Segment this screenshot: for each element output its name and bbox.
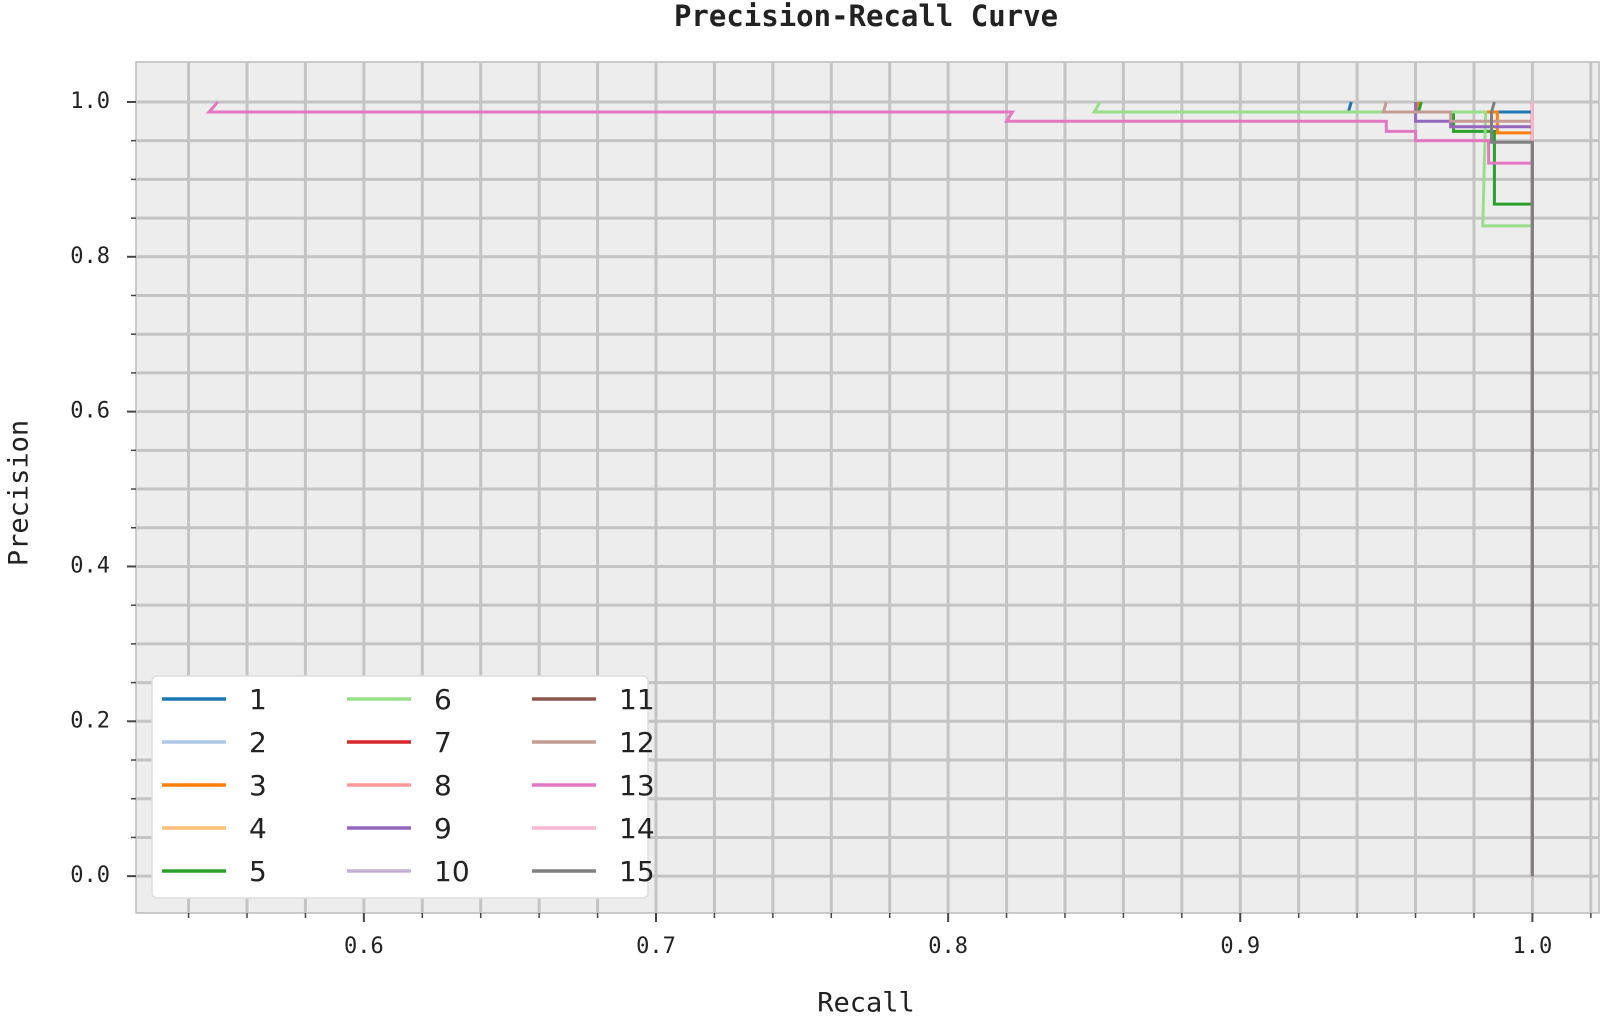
legend-label: 14: [619, 812, 655, 845]
x-tick-label: 0.8: [928, 934, 968, 959]
chart-title: Precision-Recall Curve: [674, 0, 1058, 33]
pr-curve: [1490, 101, 1534, 877]
y-tick-label: 0.4: [70, 553, 110, 578]
legend-label: 2: [249, 726, 267, 759]
x-tick-label: 1.0: [1513, 934, 1553, 959]
x-tick-label: 0.7: [636, 934, 676, 959]
legend-box: [151, 675, 649, 899]
legend-label: 1: [249, 683, 267, 716]
y-tick-label: 0.0: [70, 863, 110, 888]
legend-label: 12: [619, 726, 655, 759]
legend-label: 4: [249, 812, 267, 845]
legend-label: 3: [249, 769, 267, 802]
legend-label: 13: [619, 769, 655, 802]
x-tick-label: 0.9: [1220, 934, 1260, 959]
y-tick-label: 1.0: [70, 89, 110, 114]
legend-label: 8: [434, 769, 452, 802]
y-tick-label: 0.6: [70, 399, 110, 424]
pr-curve: [205, 100, 1534, 877]
legend-label: 10: [434, 855, 470, 888]
legend-label: 11: [619, 683, 655, 716]
y-tick-label: 0.2: [70, 708, 110, 733]
x-axis-label: Recall: [817, 988, 915, 1019]
x-tick-label: 0.6: [344, 934, 384, 959]
y-tick-label: 0.8: [70, 244, 110, 269]
y-axis-label: Precision: [4, 420, 35, 566]
legend-label: 5: [249, 855, 267, 888]
legend-label: 6: [434, 683, 452, 716]
legend-label: 9: [434, 812, 452, 845]
legend-label: 7: [434, 726, 452, 759]
legend-label: 15: [619, 855, 655, 888]
